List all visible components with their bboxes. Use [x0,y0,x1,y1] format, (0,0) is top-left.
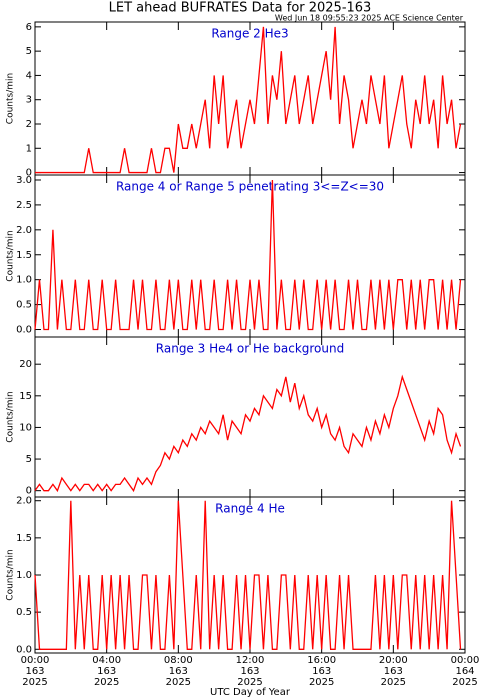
y-tick-label: 1.0 [16,275,32,286]
x-tick-year: 2025 [237,677,262,688]
plot-frame [34,21,466,176]
y-tick-label: 0.5 [16,300,32,311]
y-tick-label: 3 [26,95,32,106]
y-tick-label: 1.0 [16,570,32,581]
panel-title: Range 4 He [215,502,285,516]
x-tick-year: 2025 [309,677,334,688]
y-tick-label: 0.0 [16,644,32,655]
y-tick-label: 0.5 [16,607,32,618]
panel-title: Range 4 or Range 5 penetrating 3<=Z<=30 [116,180,384,194]
y-tick-label: 6 [26,22,32,33]
x-tick-year: 2025 [381,677,406,688]
y-tick-label: 1 [26,143,32,154]
y-tick-label: 3.0 [16,175,32,186]
x-tick-label: 12:00 [236,655,265,666]
y-axis-label: Counts/min [6,230,16,281]
x-tick-day: 163 [240,666,259,677]
x-tick-label: 20:00 [379,655,408,666]
y-tick-label: 2.0 [16,496,32,507]
y-tick-label: 2.5 [16,200,32,211]
x-tick-day: 163 [25,666,44,677]
y-tick-label: 20 [19,359,32,370]
x-tick-label: 08:00 [164,655,193,666]
timestamp: Wed Jun 18 09:55:23 2025 ACE Science Cen… [275,14,464,23]
x-tick-day: 163 [312,666,331,677]
plot-frame [34,336,466,498]
y-axis-label: Counts/min [6,73,16,124]
x-tick-label: 00:00 [21,655,50,666]
x-tick-year: 2025 [452,677,477,688]
chart-title: LET ahead BUFRATES Data for 2025-163 [109,1,372,16]
y-tick-label: 1.5 [16,533,32,544]
data-line [34,179,462,331]
x-tick-year: 2025 [22,677,47,688]
x-tick-day: 163 [97,666,116,677]
y-tick-label: 10 [19,422,32,433]
panel-title: Range 3 He4 or He background [156,342,344,356]
data-line [35,26,462,174]
data-line [34,500,462,650]
data-line [34,374,462,493]
x-tick-day: 163 [169,666,188,677]
y-axis-label: Counts/min [6,549,16,600]
x-axis-label: UTC Day of Year [210,687,291,698]
y-tick-label: 1.5 [16,250,32,261]
x-tick-day: 164 [455,666,474,677]
y-tick-label: 4 [26,70,32,81]
y-tick-label: 2 [26,119,32,130]
x-tick-label: 00:00 [451,655,479,666]
y-tick-label: 0.0 [16,325,32,336]
x-tick-label: 04:00 [92,655,121,666]
x-tick-year: 2025 [94,677,119,688]
y-tick-label: 5 [26,454,32,465]
y-tick-label: 5 [26,46,32,57]
x-tick-year: 2025 [166,677,191,688]
x-tick-day: 163 [384,666,403,677]
y-tick-label: 0 [26,168,32,179]
y-tick-label: 0 [26,486,32,497]
y-axis-label: Counts/min [6,391,16,442]
panel-title: Range 2 He3 [211,27,288,41]
y-tick-label: 2.0 [16,225,32,236]
y-tick-label: 15 [19,391,32,402]
x-tick-label: 16:00 [307,655,336,666]
